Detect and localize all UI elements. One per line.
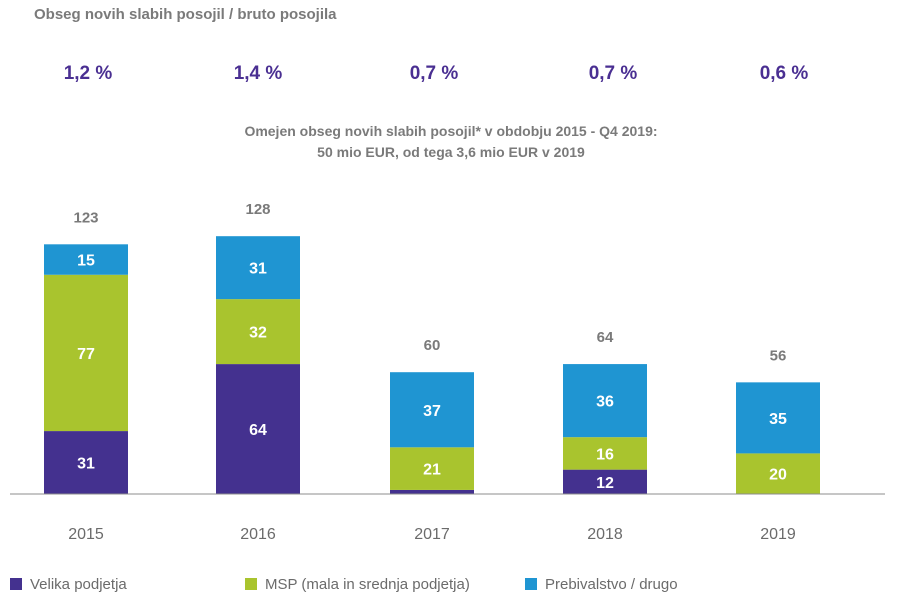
bar-segment xyxy=(44,431,128,494)
ratio-value: 0,6 % xyxy=(759,63,809,84)
bar-value-label: 21 xyxy=(423,462,441,479)
bar-segment xyxy=(390,372,474,448)
bar-value-label: 31 xyxy=(77,456,95,473)
subtitle-line-2: 50 mio EUR, od tega 3,6 mio EUR v 2019 xyxy=(317,144,585,160)
legend-swatch xyxy=(245,578,257,590)
x-tick-label: 2016 xyxy=(240,526,276,543)
ratio-value: 0,7 % xyxy=(588,63,638,84)
legend-label: Velika podjetja xyxy=(30,575,127,593)
bar-value-label: 15 xyxy=(77,253,95,270)
legend-swatch xyxy=(525,578,537,590)
ratio-value: 0,7 % xyxy=(409,63,459,84)
bar-value-label: 64 xyxy=(249,422,267,439)
bar-total-label: 123 xyxy=(73,209,98,226)
bar-segment xyxy=(390,489,474,494)
bar-total-label: 128 xyxy=(245,201,270,218)
x-tick-label: 2017 xyxy=(414,526,450,543)
ratio-value: 1,4 % xyxy=(233,63,283,84)
subtitle-line-1: Omejen obseg novih slabih posojil* v obd… xyxy=(244,123,658,139)
bar-value-label: 35 xyxy=(769,411,787,428)
legend-item-prebivalstvo: Prebivalstvo / drugo xyxy=(525,574,678,594)
bar-value-label: 37 xyxy=(423,403,441,420)
legend-label: Prebivalstvo / drugo xyxy=(545,575,678,593)
x-tick-label: 2015 xyxy=(68,526,104,543)
bar-segment xyxy=(216,299,300,365)
bar-segment xyxy=(736,453,820,494)
bar-value-label: 20 xyxy=(769,467,787,484)
legend-label: MSP (mala in srednja podjetja) xyxy=(265,575,470,593)
legend-item-velika: Velika podjetja xyxy=(10,574,127,594)
header-label: Obseg novih slabih posojil / bruto posoj… xyxy=(34,6,337,23)
bar-value-label: 32 xyxy=(249,325,267,342)
chart-subtitle: Omejen obseg novih slabih posojil* v obd… xyxy=(0,121,902,163)
bar-total-label: 64 xyxy=(597,329,614,346)
bar-value-label: 31 xyxy=(249,261,267,278)
ratio-value: 1,2 % xyxy=(63,63,113,84)
bar-value-label: 36 xyxy=(596,394,614,411)
bar-total-label: 56 xyxy=(770,347,787,364)
stacked-bar-chart: 3177151232015643231128201622137602017121… xyxy=(10,201,885,543)
x-tick-label: 2019 xyxy=(760,526,796,543)
legend-item-msp: MSP (mala in srednja podjetja) xyxy=(245,574,470,594)
bar-segment xyxy=(216,236,300,300)
bar-total-label: 60 xyxy=(424,337,441,354)
bar-segment xyxy=(44,274,128,432)
bar-segment xyxy=(736,382,820,454)
bar-segment xyxy=(563,364,647,438)
x-tick-label: 2018 xyxy=(587,526,623,543)
bar-segment xyxy=(390,447,474,490)
bar-segment xyxy=(563,437,647,470)
bar-value-label: 77 xyxy=(77,346,95,363)
legend-swatch xyxy=(10,578,22,590)
bar-value-label: 16 xyxy=(596,446,614,463)
bar-segment xyxy=(563,469,647,494)
bar-segment xyxy=(44,244,128,275)
bar-segment xyxy=(216,364,300,494)
bar-value-label: 12 xyxy=(596,475,614,492)
